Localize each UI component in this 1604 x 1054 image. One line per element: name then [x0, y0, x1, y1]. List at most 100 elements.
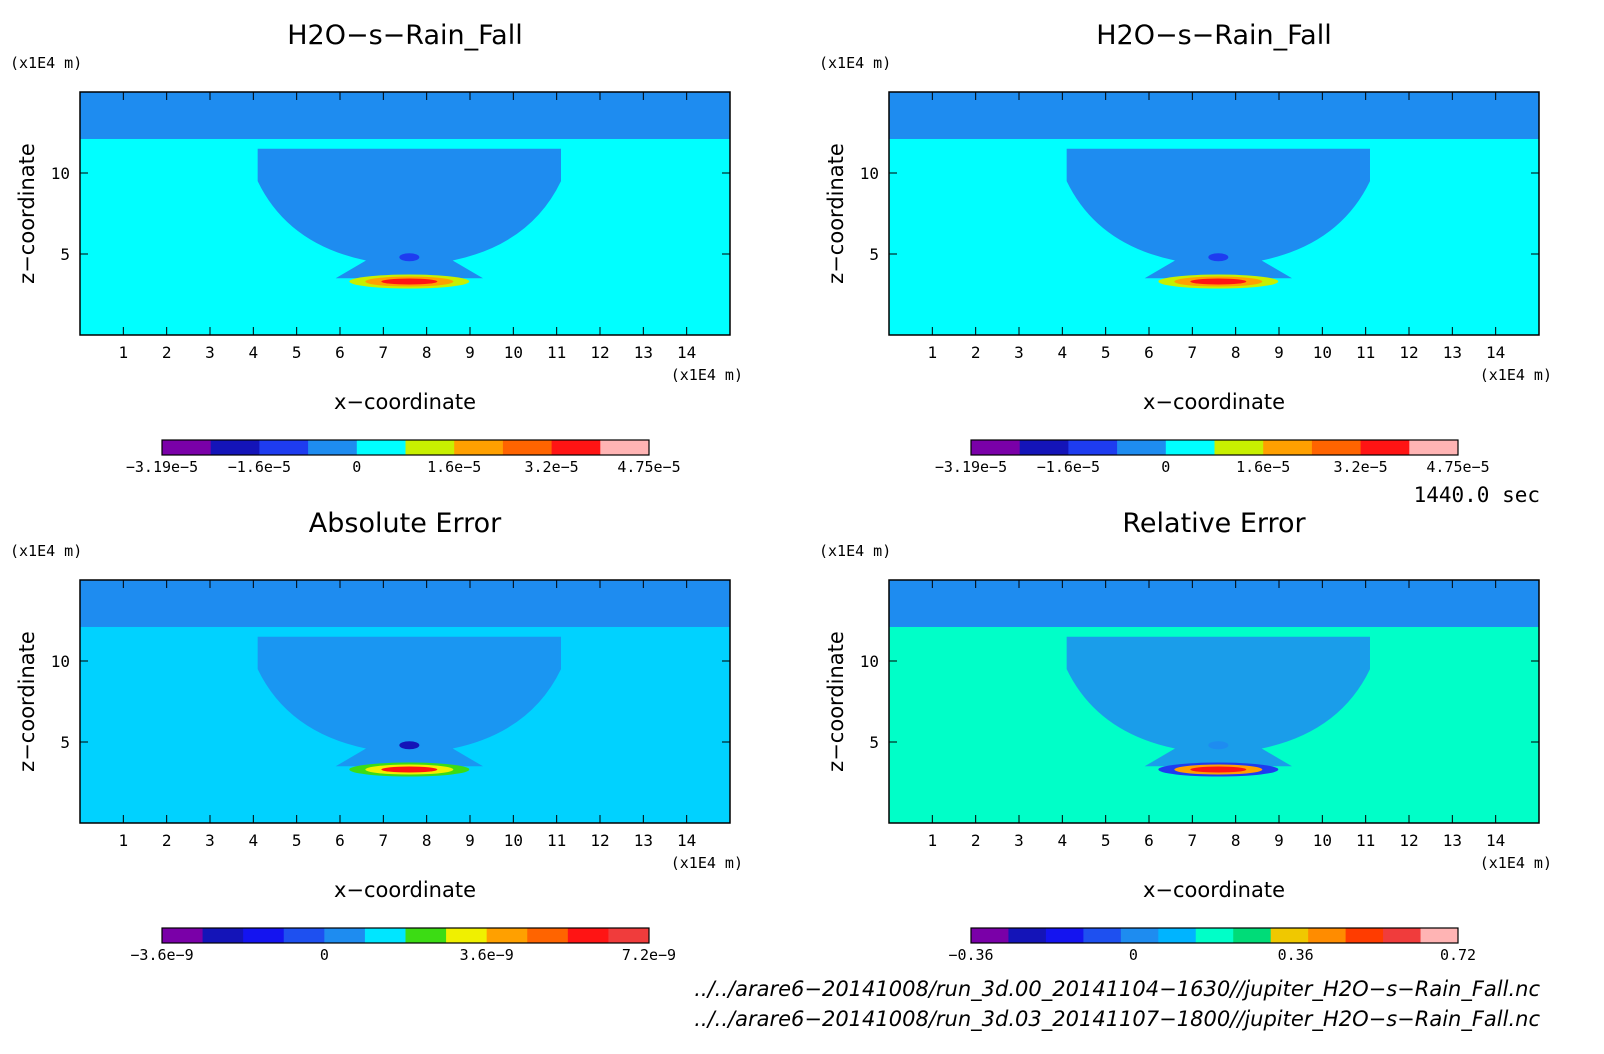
- x-tick-label: 13: [634, 343, 653, 362]
- cloud-region: [257, 636, 561, 767]
- x-tick-label: 3: [205, 831, 215, 850]
- colorbar-swatch: [1409, 440, 1459, 455]
- colorbar-swatch: [446, 928, 488, 943]
- cloud-region: [257, 148, 561, 279]
- colorbar-label: 0.36: [1278, 946, 1314, 964]
- colorbar-swatch: [405, 928, 447, 943]
- colorbar-swatch: [259, 440, 309, 455]
- x-tick-label: 4: [1058, 343, 1068, 362]
- x-tick-label: 9: [465, 343, 475, 362]
- colorbar-label: 3.6e−9: [460, 946, 514, 964]
- x-tick-label: 9: [1274, 343, 1284, 362]
- x-tick-label: 4: [249, 831, 259, 850]
- colorbar-swatch: [1311, 440, 1362, 455]
- plot-frame: [888, 91, 1540, 336]
- y-axis-label: z−coordinate: [824, 143, 848, 284]
- colorbar-swatch: [1420, 928, 1459, 943]
- panel-title: Absolute Error: [309, 508, 502, 539]
- y-unit-label: (x1E4 m): [819, 542, 891, 560]
- colorbar-label: −1.6e−5: [1037, 458, 1100, 476]
- colorbar-swatch: [162, 440, 212, 455]
- colorbar-swatch: [1214, 440, 1264, 455]
- colorbar-swatch: [527, 928, 569, 943]
- x-tick-label: 6: [335, 831, 345, 850]
- colorbar-label: 4.75e−5: [617, 458, 680, 476]
- colorbar-label: 7.2e−9: [622, 946, 676, 964]
- x-tick-label: 10: [504, 343, 523, 362]
- x-tick-label: 11: [547, 831, 566, 850]
- colorbar-label: 0: [1161, 458, 1170, 476]
- x-tick-label: 14: [1486, 831, 1505, 850]
- colorbar-swatch: [454, 440, 504, 455]
- x-tick-label: 11: [1356, 831, 1375, 850]
- colorbar-swatch: [486, 928, 528, 943]
- field-top-layer: [80, 92, 730, 139]
- x-tick-label: 12: [590, 831, 609, 850]
- x-tick-label: 10: [1313, 343, 1332, 362]
- cloud-region: [1066, 148, 1370, 279]
- x-tick-label: 7: [379, 831, 389, 850]
- colorbar-swatch: [1383, 928, 1422, 943]
- colorbar-swatch: [1045, 928, 1084, 943]
- x-axis-label: x−coordinate: [1143, 390, 1285, 414]
- rain-core-inner: [1190, 278, 1247, 285]
- x-unit-label: (x1E4 m): [671, 854, 743, 872]
- x-tick-label: 2: [971, 343, 981, 362]
- x-tick-label: 8: [1231, 831, 1241, 850]
- file-path-line: ../../arare6−20141008/run_3d.00_20141104…: [694, 977, 1540, 1002]
- colorbar-swatch: [1345, 928, 1384, 943]
- colorbar-swatch: [1083, 928, 1122, 943]
- y-tick-label: 5: [869, 245, 879, 264]
- x-tick-label: 14: [677, 343, 696, 362]
- x-unit-label: (x1E4 m): [1480, 854, 1552, 872]
- colorbar-label: 1.6e−5: [427, 458, 481, 476]
- x-tick-label: 1: [928, 343, 938, 362]
- x-tick-label: 9: [1274, 831, 1284, 850]
- y-unit-label: (x1E4 m): [819, 54, 891, 72]
- panel-2: H2O−s−Rain_Fall(x1E4 m)1 2 3 4 5 6 7 8 9 10 11 12 13…: [819, 20, 1552, 476]
- colorbar: −3.6e−9 0 3.6e−9 7.2e−9: [130, 927, 676, 964]
- colorbar-label: −3.19e−5: [935, 458, 1007, 476]
- colorbar-frame: [970, 927, 1459, 944]
- colorbar-swatch: [162, 928, 204, 943]
- y-tick-label: 10: [860, 164, 879, 183]
- y-axis-label: z−coordinate: [15, 631, 39, 772]
- colorbar-swatch: [210, 440, 260, 455]
- x-tick-label: 2: [162, 831, 172, 850]
- plot-frame: [888, 579, 1540, 824]
- colorbar-swatch: [1068, 440, 1118, 455]
- rain-core-top: [1208, 741, 1229, 750]
- y-tick-label: 5: [60, 733, 70, 752]
- colorbar-frame: [161, 927, 650, 944]
- colorbar-swatch: [1263, 440, 1313, 455]
- y-unit-label: (x1E4 m): [10, 542, 82, 560]
- colorbar-label: 3.2e−5: [525, 458, 579, 476]
- x-tick-label: 2: [971, 831, 981, 850]
- x-tick-label: 1: [119, 343, 129, 362]
- x-tick-label: 12: [1399, 831, 1418, 850]
- colorbar: −3.19e−5 −1.6e−5 0 1.6e−5 3.2e−5 4.75e−5: [935, 439, 1490, 476]
- plot-frame: [79, 91, 731, 336]
- colorbar-label: 1.6e−5: [1236, 458, 1290, 476]
- colorbar-swatch: [243, 928, 285, 943]
- x-unit-label: (x1E4 m): [671, 366, 743, 384]
- colorbar-swatch: [971, 928, 1009, 943]
- colorbar-label: 0: [1129, 946, 1138, 964]
- x-tick-label: 6: [335, 343, 345, 362]
- colorbar-swatch: [1019, 440, 1069, 455]
- x-tick-label: 8: [1231, 343, 1241, 362]
- x-tick-label: 7: [1188, 343, 1198, 362]
- x-tick-label: 13: [1443, 831, 1462, 850]
- colorbar-swatch: [202, 928, 244, 943]
- y-unit-label: (x1E4 m): [10, 54, 82, 72]
- colorbar-swatch: [364, 928, 406, 943]
- colorbar-label: −0.36: [948, 946, 993, 964]
- colorbar-frame: [161, 439, 650, 456]
- colorbar-swatch: [1270, 928, 1309, 943]
- colorbar-swatch: [1360, 440, 1410, 455]
- x-axis-label: x−coordinate: [334, 390, 476, 414]
- x-tick-label: 9: [465, 831, 475, 850]
- colorbar-swatch: [567, 928, 609, 943]
- x-tick-label: 10: [504, 831, 523, 850]
- x-tick-label: 10: [1313, 831, 1332, 850]
